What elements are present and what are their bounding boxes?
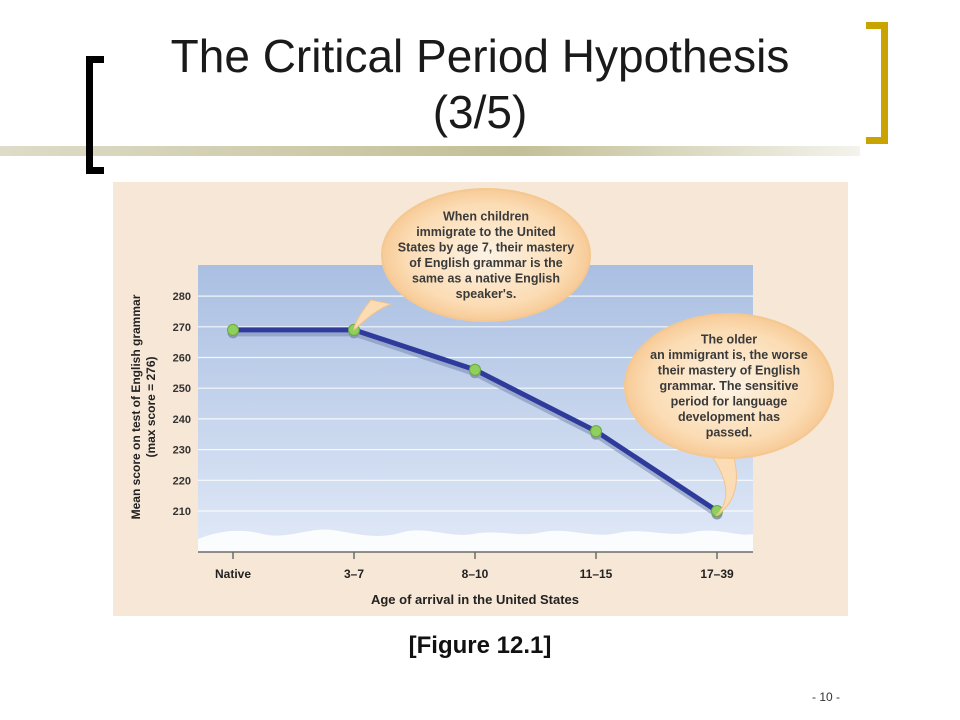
x-tick-label: Native <box>215 567 251 581</box>
y-tick-label: 270 <box>173 322 191 334</box>
title-underline-bar <box>0 146 860 156</box>
right-bracket-decoration <box>866 22 888 144</box>
annotation-bubble-1: When children immigrate to the UnitedStat… <box>353 188 591 332</box>
data-point <box>227 323 239 336</box>
annotation-text-line: The older <box>701 333 757 347</box>
y-axis-title-line-2: (max score = 276) <box>144 356 158 457</box>
y-axis-title-line-1: Mean score on test of English grammar <box>129 294 143 519</box>
figure-caption: [Figure 12.1] <box>408 632 552 659</box>
slide-title-line-2: (3/5) <box>432 86 528 138</box>
y-tick-label: 220 <box>173 475 191 487</box>
x-tick-labels: Native 3–7 8–10 11–15 17–39 <box>215 552 734 581</box>
slide-title-line-1: The Critical Period Hypothesis <box>170 30 790 82</box>
y-tick-label: 210 <box>173 506 191 518</box>
annotation-text-line: period for language <box>671 395 788 409</box>
y-tick-label: 240 <box>173 414 191 426</box>
annotation-text-line: development has <box>678 410 780 424</box>
x-axis-title: Age of arrival in the United States <box>371 592 579 607</box>
x-tick-label: 17–39 <box>700 567 734 581</box>
annotation-text-line: an immigrant is, the worse <box>650 348 808 362</box>
y-tick-labels: 210 220 230 240 250 260 270 280 <box>173 291 191 518</box>
left-bracket-decoration <box>86 56 104 174</box>
annotation-bubble-tail <box>353 299 393 332</box>
slide-title: The Critical Period Hypothesis (3/5) <box>100 28 860 140</box>
annotation-text-line: States by age 7, their mastery <box>398 240 575 254</box>
annotation-bubble-body <box>624 313 834 459</box>
x-tick-label: 3–7 <box>344 567 364 581</box>
data-point <box>590 425 602 438</box>
y-tick-label: 230 <box>173 445 191 457</box>
annotation-text-line: immigrate to the United <box>416 225 556 239</box>
annotation-text-line: same as a native English <box>412 271 560 285</box>
page-number: - 10 - <box>812 690 841 704</box>
annotation-text-line: grammar. The sensitive <box>660 379 799 393</box>
annotation-text-line: passed. <box>706 426 753 440</box>
data-point <box>469 363 481 376</box>
y-tick-label: 280 <box>173 291 191 303</box>
line-chart-figure: 210 220 230 240 250 260 270 280 Native 3–7 8–10 11… <box>113 182 848 616</box>
annotation-text-line: of English grammar is the <box>409 256 563 270</box>
y-tick-label: 260 <box>173 353 191 365</box>
axis-break-squiggle <box>198 529 753 552</box>
x-tick-label: 11–15 <box>580 567 613 581</box>
annotation-bubble-body <box>381 188 591 322</box>
annotation-text-line: their mastery of English <box>658 364 800 378</box>
annotation-bubbles: When children immigrate to the UnitedStat… <box>353 188 834 517</box>
x-tick-label: 8–10 <box>462 567 489 581</box>
annotation-text-line: When children <box>443 209 529 223</box>
annotation-bubble-tail <box>712 453 737 517</box>
y-tick-label: 250 <box>173 383 191 395</box>
annotation-text-line: speaker's. <box>456 287 517 301</box>
